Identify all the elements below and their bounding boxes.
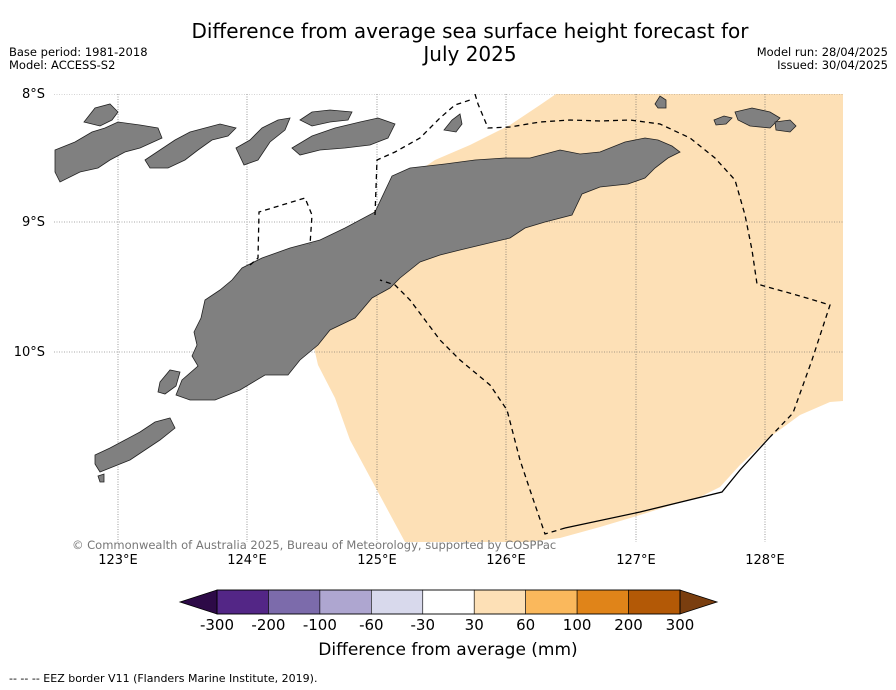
colorbar-tick-label: 30 xyxy=(464,616,484,634)
colorbar-cell xyxy=(473,589,526,615)
colorbar-cell xyxy=(422,589,475,615)
colorbar-under-arrow xyxy=(178,589,218,615)
eez-footnote: -- -- -- EEZ border V11 (Flanders Marine… xyxy=(9,672,318,685)
lon-label-127e: 127°E xyxy=(616,553,656,568)
alor-island xyxy=(54,121,163,183)
colorbar-tick-label: 200 xyxy=(614,616,643,634)
wetar-island xyxy=(291,117,396,156)
copyright-notice: © Commonwealth of Australia 2025, Bureau… xyxy=(72,538,557,552)
lon-label-124e: 124°E xyxy=(227,553,267,568)
pantar-island xyxy=(83,103,119,127)
rote-island xyxy=(94,417,176,473)
lakor-island xyxy=(774,119,797,133)
leti-island xyxy=(654,95,667,109)
lat-label-9s: 9°S xyxy=(21,215,45,230)
ndao-island xyxy=(97,473,105,483)
eez-border xyxy=(249,94,831,535)
colorbar-tick-label: -200 xyxy=(251,616,286,634)
land-masses xyxy=(54,95,797,483)
lon-label-123e: 123°E xyxy=(98,553,138,568)
timor-island xyxy=(175,137,681,401)
colorbar-cell xyxy=(576,589,629,615)
base-period: Base period: 1981-2018 xyxy=(9,45,148,59)
atauro-island xyxy=(299,109,353,127)
colorbar-cell xyxy=(319,589,372,615)
flores-east-island xyxy=(144,123,237,169)
colorbar-tick-label: 300 xyxy=(665,616,695,634)
lon-label-125e: 125°E xyxy=(357,553,397,568)
lon-label-128e: 128°E xyxy=(745,553,785,568)
kisar-island xyxy=(443,113,463,133)
colorbar-cell xyxy=(371,589,424,615)
colorbar-label: Difference from average (mm) xyxy=(318,640,578,660)
lon-label-126e: 126°E xyxy=(486,553,526,568)
colorbar-tick-label: 60 xyxy=(516,616,536,634)
lat-label-8s: 8°S xyxy=(21,87,45,102)
semau-island xyxy=(157,369,181,395)
colorbar-tick-label: -60 xyxy=(359,616,384,634)
colorbar-over-arrow xyxy=(679,589,719,615)
colorbar-cell xyxy=(525,589,578,615)
colorbar-tick-label: -30 xyxy=(410,616,436,634)
title-line-2: July 2025 xyxy=(423,42,517,66)
colorbar-cell xyxy=(216,589,269,615)
colorbar-tick-label: -100 xyxy=(302,616,337,634)
model-name: Model: ACCESS-S2 xyxy=(9,58,116,72)
luang-island xyxy=(713,115,733,126)
gridlines xyxy=(54,94,843,542)
colorbar-cell xyxy=(268,589,321,615)
chart-title: Difference from average sea surface heig… xyxy=(170,20,770,66)
colorbar-frame xyxy=(216,589,681,615)
meta-left: Base period: 1981-2018 Model: ACCESS-S2 xyxy=(9,46,148,72)
colorbar-cells xyxy=(216,589,681,615)
meta-right: Model run: 28/04/2025 Issued: 30/04/2025 xyxy=(757,46,888,72)
colorbar-tick-label: 100 xyxy=(562,616,592,634)
colorbar-tick-label: -300 xyxy=(199,616,235,634)
lat-label-10s: 10°S xyxy=(13,345,45,360)
model-run: Model run: 28/04/2025 xyxy=(756,45,888,59)
title-line-1: Difference from average sea surface heig… xyxy=(191,19,749,43)
colorbar-cell xyxy=(628,589,681,615)
issued-date: Issued: 30/04/2025 xyxy=(777,58,888,72)
wetar-west-island xyxy=(235,117,291,166)
